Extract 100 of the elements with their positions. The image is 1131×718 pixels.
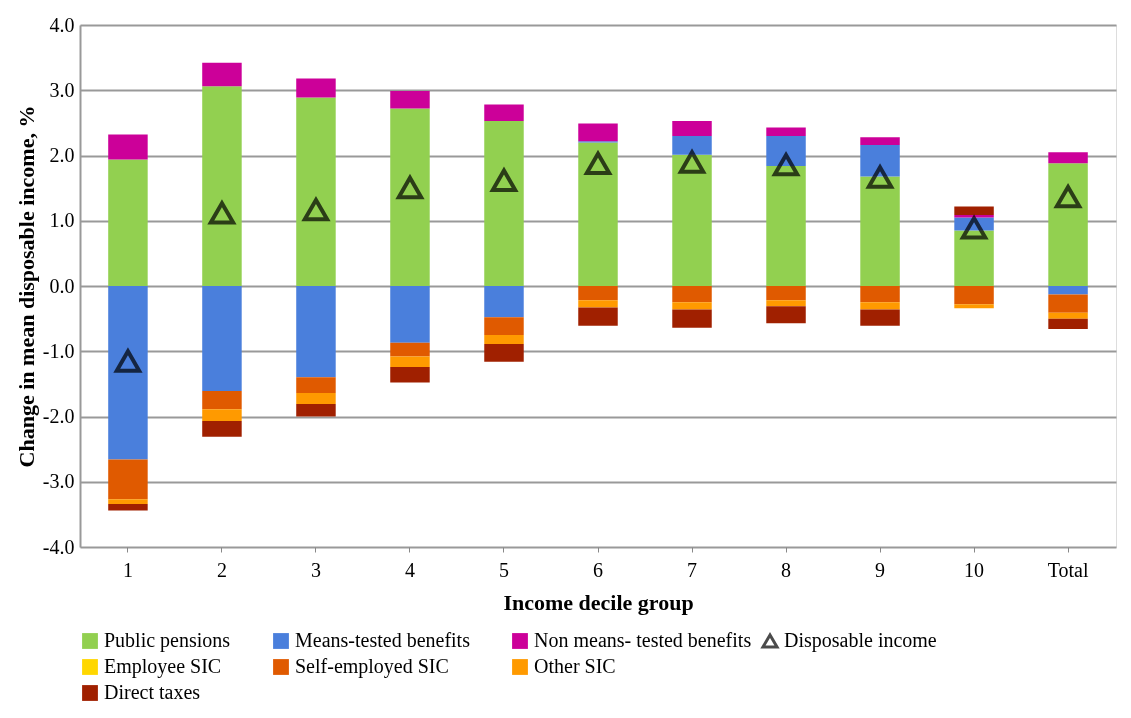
bar [578, 123, 618, 142]
bar [390, 366, 430, 383]
bar [672, 154, 712, 286]
x-tick-label: 2 [216, 558, 227, 581]
bar [954, 230, 994, 286]
x-tick-label: 10 [964, 558, 985, 581]
bar [296, 78, 336, 98]
x-tick-label: 5 [498, 558, 509, 581]
bar [766, 135, 806, 166]
bar [202, 286, 242, 392]
bar [390, 356, 430, 367]
bar [578, 286, 618, 301]
bar [296, 286, 336, 378]
bar [860, 302, 900, 310]
bar [484, 334, 524, 345]
legend-label: Non means- tested benefits [534, 629, 752, 651]
legend-label: Direct taxes [104, 681, 201, 703]
bar [202, 86, 242, 286]
bar [390, 90, 430, 109]
y-tick-label: 1.0 [49, 209, 75, 232]
x-axis-title: Income decile group [503, 589, 694, 615]
bar [954, 286, 994, 305]
bar [390, 342, 430, 357]
bar [108, 459, 148, 500]
bar [860, 137, 900, 146]
bar [672, 309, 712, 328]
bar [766, 306, 806, 324]
bar [202, 62, 242, 87]
y-tick-label: 3.0 [49, 78, 75, 101]
bar [1048, 152, 1088, 164]
x-tick-label: 7 [687, 558, 698, 581]
bar [672, 302, 712, 310]
bar [296, 393, 336, 405]
bar [390, 108, 430, 286]
bar [202, 391, 242, 410]
bar [766, 127, 806, 136]
bar [108, 286, 148, 460]
point [302, 197, 330, 222]
x-tick-label: 9 [875, 558, 886, 581]
bar [484, 286, 524, 318]
x-tick-label: 4 [404, 558, 415, 581]
bar [672, 135, 712, 155]
x-tick-label: 3 [310, 558, 321, 581]
point [678, 150, 706, 174]
legend-label: Employee SIC [104, 655, 222, 678]
bar [860, 309, 900, 326]
bar [860, 286, 900, 303]
bar [484, 317, 524, 335]
point [114, 349, 142, 373]
bar [202, 421, 242, 437]
bar [672, 286, 712, 303]
bar [108, 499, 148, 504]
x-tick-label: 1 [122, 558, 133, 581]
y-tick-label: -4.0 [42, 535, 75, 558]
bar [766, 286, 806, 301]
y-axis-title: Change in mean disposable income, % [13, 105, 39, 468]
bar [296, 377, 336, 394]
bar [202, 409, 242, 422]
bar [954, 304, 994, 309]
x-tick-label: Total [1047, 558, 1089, 581]
point [1054, 184, 1082, 209]
bar [1048, 294, 1088, 313]
bar [578, 307, 618, 326]
bar [766, 165, 806, 286]
bar [108, 159, 148, 286]
point [960, 216, 988, 240]
bar [108, 503, 148, 511]
legend-label: Other SIC [534, 655, 616, 677]
legend-label: Self-employed SIC [295, 655, 449, 678]
legend-label: Public pensions [104, 629, 231, 652]
point [866, 165, 894, 189]
legend-label: Means-tested benefits [295, 629, 471, 651]
y-tick-label: -3.0 [42, 470, 75, 493]
bar [390, 286, 430, 343]
bar [578, 300, 618, 308]
bar [108, 134, 148, 160]
bar [1048, 286, 1088, 295]
bar [954, 206, 994, 215]
x-tick-label: 6 [593, 558, 603, 581]
y-tick-label: 0.0 [49, 274, 75, 297]
point [584, 151, 612, 176]
y-tick-label: 4.0 [49, 13, 75, 36]
bar [860, 145, 900, 177]
y-tick-label: 2.0 [49, 144, 75, 166]
bar [484, 344, 524, 362]
point [396, 175, 424, 200]
bar [296, 404, 336, 417]
bar [296, 97, 336, 286]
bar [1048, 163, 1088, 286]
legend-label: Disposable income [784, 629, 937, 652]
bar [1048, 318, 1088, 330]
bar [1048, 312, 1088, 319]
bar [484, 120, 524, 286]
bar [484, 104, 524, 121]
bar [672, 120, 712, 136]
bar [766, 300, 806, 307]
y-tick-label: -2.0 [42, 405, 75, 427]
x-tick-label: 8 [781, 558, 792, 581]
y-tick-label: -1.0 [42, 339, 75, 362]
bar [578, 142, 618, 286]
